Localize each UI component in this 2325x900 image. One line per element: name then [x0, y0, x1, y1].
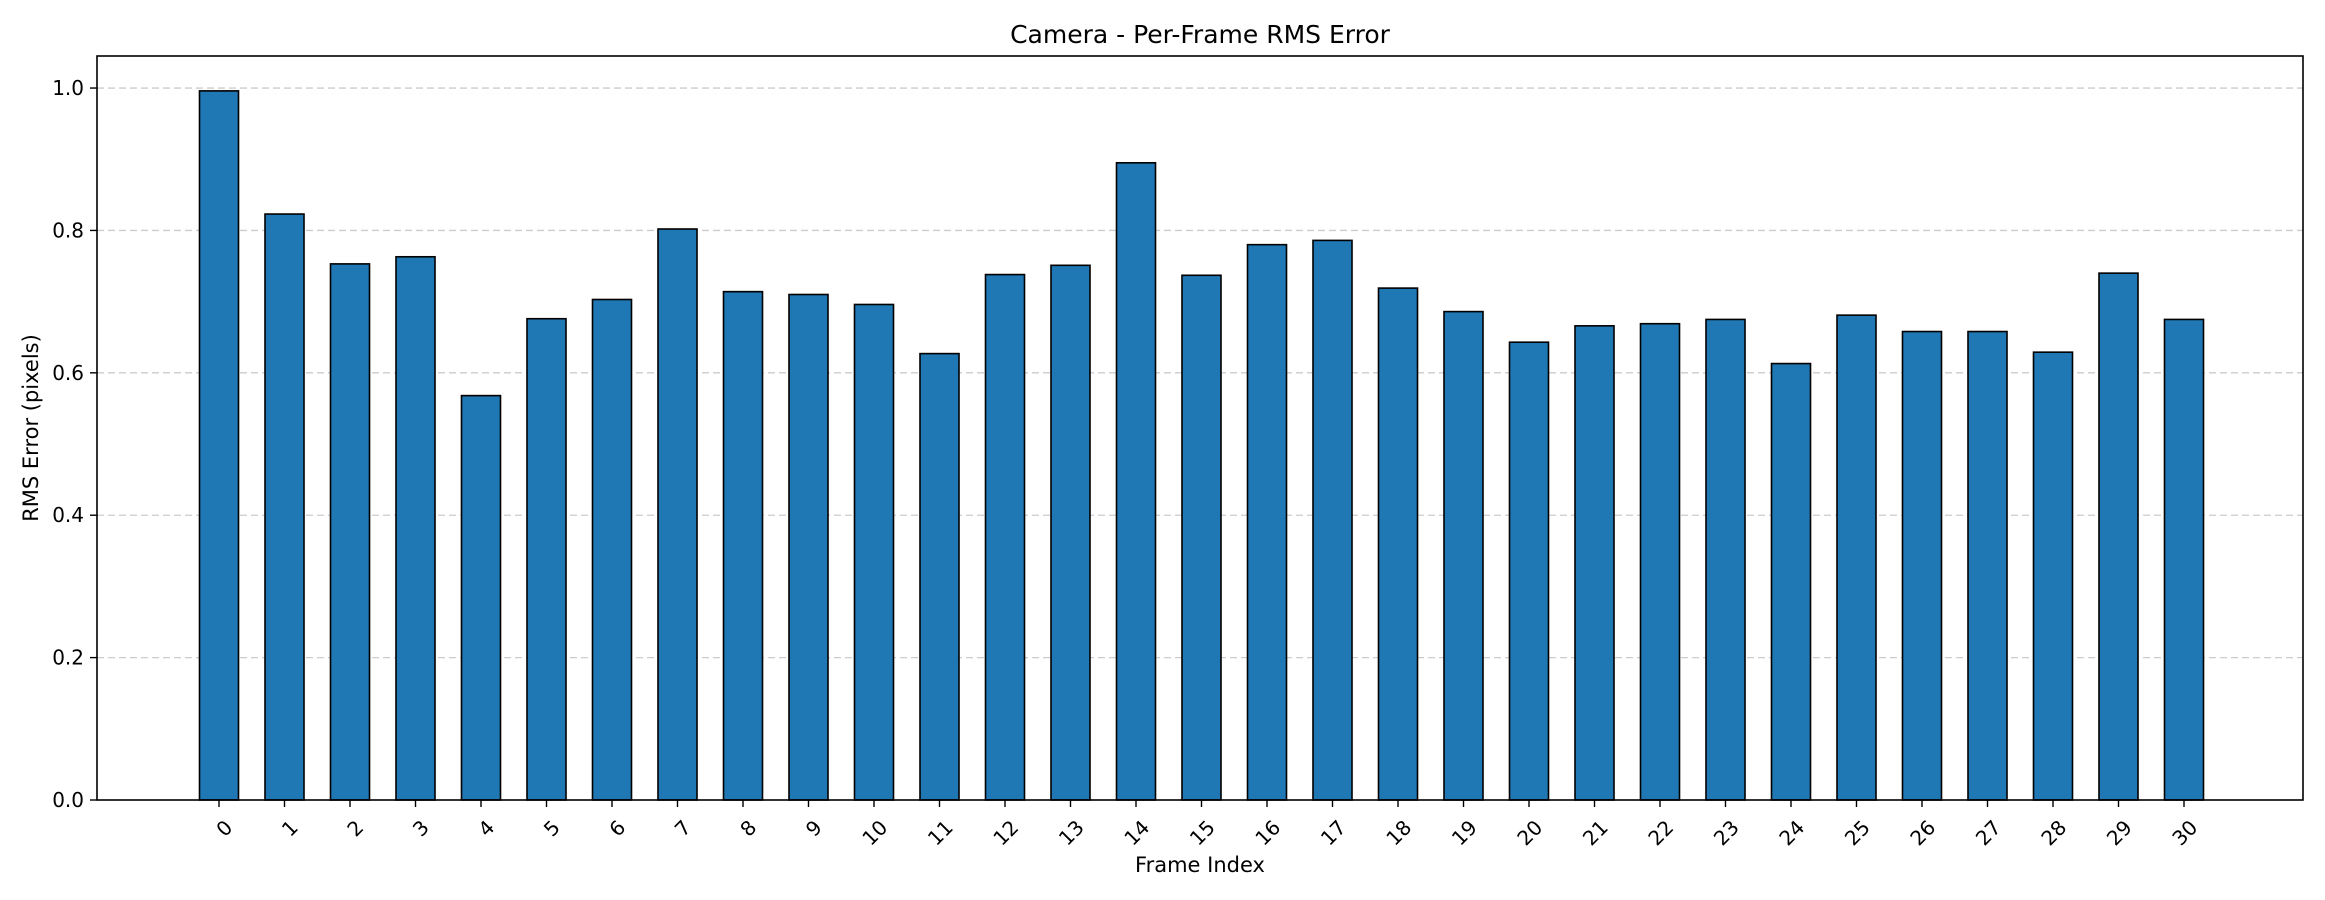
bar-frame-19 [1443, 310, 1484, 801]
x-tick-label: 22 [1643, 815, 1678, 850]
x-tick-label: 24 [1774, 815, 1809, 850]
x-tick-label: 5 [539, 815, 565, 841]
bar-frame-30 [2163, 318, 2205, 801]
bar-frame-18 [1377, 287, 1419, 801]
bar-frame-24 [1770, 362, 1812, 801]
bar-frame-12 [984, 273, 1026, 801]
y-tick-label: 0.2 [52, 646, 84, 670]
chart-title: Camera - Per-Frame RMS Error [1010, 20, 1391, 49]
bar-frame-22 [1639, 322, 1681, 801]
bar-frame-9 [788, 293, 829, 801]
bar-frame-5 [526, 317, 567, 801]
bar-frame-3 [395, 255, 436, 801]
x-tick-label: 27 [1971, 815, 2006, 850]
bar-frame-29 [2098, 272, 2139, 801]
bar-frame-16 [1246, 243, 1288, 801]
bar-frame-13 [1050, 264, 1091, 801]
x-tick-label: 23 [1709, 815, 1744, 850]
bar-frame-14 [1115, 161, 1157, 801]
bar-frame-17 [1312, 239, 1353, 801]
x-tick-label: 28 [2036, 815, 2071, 850]
bar-frame-28 [2032, 351, 2074, 801]
x-tick-label: 9 [801, 815, 827, 841]
bar-frame-11 [919, 352, 960, 801]
x-tick-label: 14 [1119, 815, 1154, 850]
x-tick-label: 6 [604, 815, 630, 841]
x-tick-label: 13 [1054, 815, 1089, 850]
bar-frame-27 [1967, 330, 2008, 801]
x-axis-ticks: 0 1 2 3 4 5 6 7 8 9 10 11 12 13 14 15 16 17 18 19 20 21 22 23 24… [211, 800, 2202, 850]
bar-frame-1 [264, 213, 305, 801]
x-tick-label: 17 [1316, 815, 1351, 850]
x-tick-label: 8 [735, 815, 761, 841]
x-tick-label: 11 [923, 815, 958, 850]
y-tick-label: 0.4 [52, 503, 84, 527]
x-tick-label: 19 [1447, 815, 1482, 850]
x-tick-label: 0 [211, 815, 237, 841]
x-tick-label: 10 [857, 815, 892, 850]
x-tick-label: 30 [2167, 815, 2202, 850]
bar-frame-15 [1181, 274, 1222, 801]
x-tick-label: 3 [408, 815, 434, 841]
bar-frame-25 [1836, 314, 1877, 801]
x-tick-label: 7 [670, 815, 696, 841]
x-tick-label: 1 [277, 815, 303, 841]
y-tick-label: 0.8 [52, 218, 84, 242]
y-axis-label: RMS Error (pixels) [19, 334, 43, 522]
y-tick-label: 0.6 [52, 361, 84, 385]
y-axis-ticks: 0.0 0.2 0.4 0.6 0.8 1.0 [52, 76, 97, 812]
bar-frame-10 [853, 303, 895, 801]
x-tick-label: 15 [1185, 815, 1220, 850]
bar-frame-0 [198, 90, 240, 801]
bars [198, 90, 2205, 801]
x-tick-label: 25 [1840, 815, 1875, 850]
bar-frame-20 [1508, 341, 1550, 801]
x-tick-label: 29 [2102, 815, 2137, 850]
bar-frame-21 [1574, 325, 1615, 801]
plot-frame [96, 55, 2304, 801]
x-tick-label: 12 [988, 815, 1023, 850]
x-tick-label: 20 [1512, 815, 1547, 850]
x-tick-label: 16 [1250, 815, 1285, 850]
x-tick-label: 18 [1381, 815, 1416, 850]
y-tick-label: 0.0 [52, 788, 84, 812]
x-tick-label: 21 [1578, 815, 1613, 850]
bar-frame-26 [1901, 330, 1943, 801]
x-axis-label: Frame Index [1135, 853, 1265, 877]
bar-frame-6 [591, 298, 633, 801]
bar-frame-8 [722, 290, 764, 801]
y-tick-label: 1.0 [52, 76, 84, 100]
bar-frame-2 [329, 263, 371, 801]
bar-frame-4 [460, 394, 502, 801]
bar-frame-7 [657, 228, 698, 801]
x-tick-label: 4 [473, 815, 499, 841]
x-tick-label: 26 [1905, 815, 1940, 850]
bar-frame-23 [1705, 318, 1746, 801]
x-tick-label: 2 [342, 815, 368, 841]
